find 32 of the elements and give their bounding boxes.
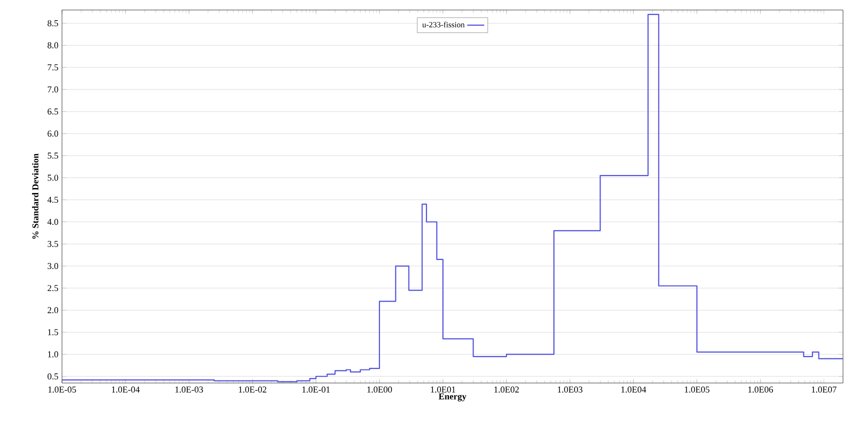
y-tick-label: 3.5 (48, 240, 58, 247)
y-tick-label: 6.0 (48, 130, 58, 137)
y-tick-label: 7.5 (48, 64, 58, 70)
x-tick-label: 1.0E-05 (48, 386, 76, 393)
y-tick-label: 7.0 (48, 86, 58, 92)
x-tick-label: 1.0E-02 (238, 386, 266, 393)
y-tick-label: 1.0 (48, 351, 58, 358)
x-tick-label: 1.0E05 (684, 386, 710, 393)
x-tick-label: 1.0E-03 (175, 386, 203, 393)
y-tick-label: 6.5 (48, 108, 58, 115)
x-tick-label: 1.0E02 (494, 386, 519, 393)
x-tick-label: 1.0E06 (748, 386, 773, 393)
x-tick-label: 1.0E00 (367, 386, 392, 393)
y-tick-label: 4.0 (47, 218, 58, 225)
y-axis-title: % Standard Deviation (32, 154, 38, 239)
y-tick-label: 4.5 (47, 196, 58, 203)
y-tick-label: 3.0 (48, 262, 58, 270)
x-tick-label: 1.0E-04 (112, 386, 140, 393)
x-tick-label: 1.0E01 (430, 386, 456, 393)
y-tick-label: 1.5 (48, 329, 58, 336)
y-tick-label: 2.0 (48, 307, 58, 314)
y-tick-label: 0.5 (48, 373, 58, 380)
y-tick-label: 5.5 (48, 152, 58, 159)
x-tick-label: 1.0E03 (558, 386, 582, 393)
y-tick-label: 5.0 (48, 174, 58, 181)
x-tick-label: 1.0E-01 (302, 386, 330, 393)
y-tick-label: 8.0 (48, 42, 58, 48)
x-axis-title: Energy (438, 393, 466, 402)
y-tick-label: 2.5 (48, 285, 58, 292)
y-tick-label: 8.5 (48, 20, 58, 26)
x-tick-label: 1.0E04 (621, 386, 646, 393)
x-tick-label: 1.0E07 (812, 386, 836, 393)
